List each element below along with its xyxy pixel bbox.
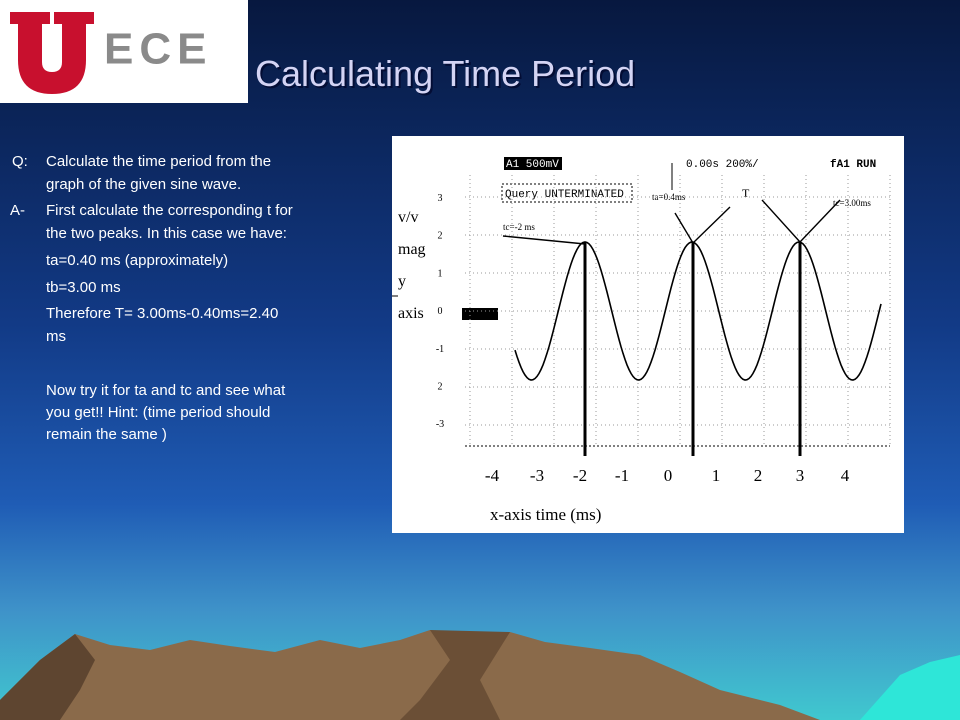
prompt-line: remain the same ) [46, 426, 167, 443]
annotation: ta=0.4ms [652, 192, 686, 202]
y-tick-label: 2 [438, 231, 443, 242]
step: tb=3.00 ms [46, 279, 121, 296]
question-line: graph of the given sine wave. [46, 176, 241, 193]
step: Therefore T= 3.00ms-0.40ms=2.40 [46, 305, 278, 322]
x-tick-label: -3 [530, 466, 544, 485]
status: fA1 RUN [830, 159, 876, 171]
annotation: tc=3.00ms [833, 198, 871, 208]
answer-line: the two peaks. In this case we have: [46, 225, 287, 242]
y-tick-label: -1 [436, 344, 444, 355]
status-box [504, 157, 562, 170]
step: ms [46, 328, 66, 345]
prompt-line: you get!! Hint: (time period should [46, 404, 270, 421]
logo-u [10, 12, 94, 94]
question-marker: Q: [12, 153, 28, 170]
x-tick-label: 4 [841, 466, 850, 485]
query: Query UNTERMINATED [505, 189, 624, 201]
x-tick-label: 1 [712, 466, 721, 485]
y-axis-label: axis [398, 305, 424, 322]
channel-marker [462, 308, 498, 320]
y-axis-label: y [398, 273, 406, 290]
mountain-shade [400, 630, 510, 720]
pointer-line [692, 206, 731, 244]
pointer-line [502, 235, 586, 245]
step: ta=0.40 ms (approximately) [46, 252, 228, 269]
figure-bg [392, 136, 904, 533]
scope-figure: A1 500mV 0.00s 200%/ fA1 RUN Query UNTER… [392, 136, 904, 533]
x-tick-label: 0 [664, 466, 673, 485]
pointer-line [674, 212, 694, 244]
logo-text: ECE [104, 25, 212, 74]
mountain-shade [0, 634, 95, 720]
annotation: T [742, 186, 750, 200]
prompt-line: Now try it for ta and tc and see what [46, 382, 286, 399]
title: Calculating Time Period [255, 53, 635, 94]
x-tick-label: -2 [573, 466, 587, 485]
y-axis-label: v/v [398, 209, 418, 226]
mountains [0, 630, 820, 720]
status: A1 500mV [506, 159, 559, 171]
status: 0.00s 200%/ [686, 159, 759, 171]
x-axis-label: x-axis time (ms) [490, 505, 601, 524]
answer-marker: A- [10, 202, 25, 219]
y-tick-label: 1 [438, 268, 443, 279]
y-axis-label: mag [398, 241, 426, 258]
title-shadow: Calculating Time Period [257, 55, 637, 96]
y-tick-label: -3 [436, 419, 444, 430]
pointer-line [799, 199, 841, 243]
y-tick-label: 0 [438, 306, 443, 317]
water [860, 655, 960, 720]
sine-wave [514, 241, 882, 381]
y-tick-label: 3 [438, 193, 443, 204]
x-tick-label: -4 [485, 466, 500, 485]
answer-line: First calculate the corresponding t for [46, 202, 293, 219]
x-tick-label: 3 [796, 466, 805, 485]
query-box [501, 183, 633, 203]
y-tick-label: 2 [438, 382, 443, 393]
x-tick-label: 2 [754, 466, 763, 485]
question-line: Calculate the time period from the [46, 153, 271, 170]
pointer-line [761, 199, 801, 243]
x-tick-label: -1 [615, 466, 629, 485]
annotation: tc=-2 ms [503, 222, 535, 232]
